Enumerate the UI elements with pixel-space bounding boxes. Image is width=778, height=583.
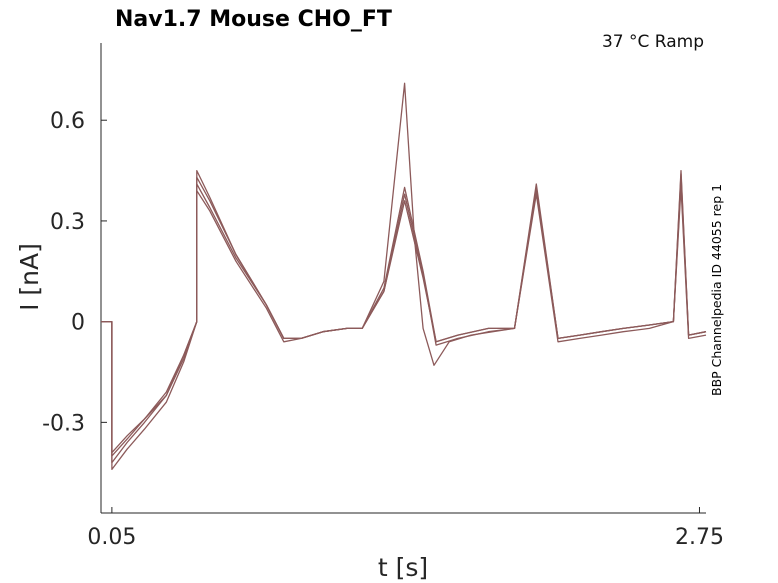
current-trace-2 [101,179,707,464]
temperature-protocol-annotation: 37 °C Ramp [602,32,704,52]
x-axis-ticks: 0.05 2.75 [87,507,724,550]
channelpedia-id-label: BBP Channelpedia ID 44055 rep 1 [709,184,724,396]
y-tick-label: 0.6 [50,109,85,134]
y-axis-ticks: 0.6 0.3 0 -0.3 [42,109,107,436]
y-tick-label: -0.3 [42,411,85,436]
current-trace-3 [101,186,707,471]
y-axis-label: I [nA] [15,243,44,311]
x-tick-label: 2.75 [675,525,724,550]
x-tick-label: 0.05 [87,525,136,550]
current-traces [101,82,707,471]
x-axis-label: t [s] [378,553,428,582]
current-trace-1 [101,169,707,454]
chart-title: Nav1.7 Mouse CHO_FT [115,7,392,32]
y-tick-label: 0.3 [50,210,85,235]
y-tick-label: 0 [71,311,85,336]
current-trace-4 [101,82,707,457]
